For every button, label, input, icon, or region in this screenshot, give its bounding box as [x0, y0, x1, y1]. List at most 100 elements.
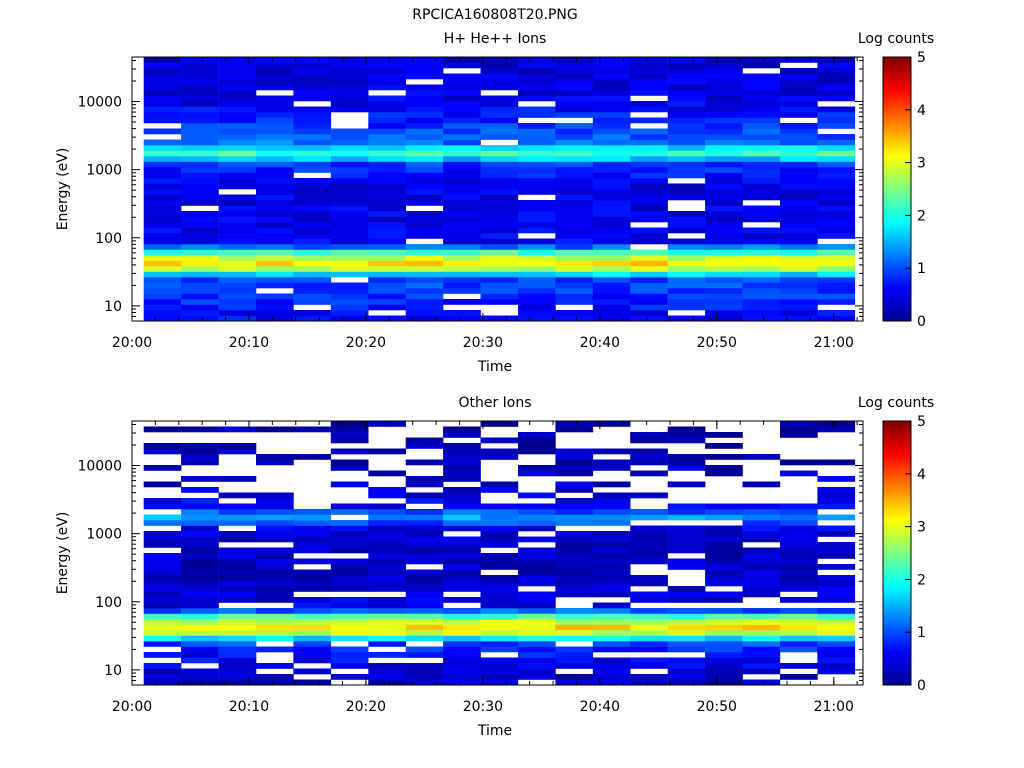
heatmap-cell: [555, 674, 594, 680]
heatmap-cell: [592, 536, 631, 543]
heatmap-cell: [218, 646, 257, 653]
heatmap-cell: [817, 249, 856, 256]
heatmap-cell: [368, 619, 406, 625]
heatmap-cell: [742, 553, 781, 559]
heatmap-cell: [405, 597, 444, 603]
heatmap-cell: [368, 668, 406, 675]
heatmap-cell: [555, 200, 594, 206]
heatmap-cell: [817, 266, 856, 272]
heatmap-cell: [555, 178, 594, 184]
heatmap-cell: [592, 260, 631, 267]
heatmap-cell: [368, 470, 406, 477]
heatmap-cell: [368, 564, 406, 570]
heatmap-cell: [780, 194, 818, 201]
heatmap-cell: [592, 315, 631, 322]
heatmap-cell: [667, 657, 706, 664]
heatmap-cell: [780, 244, 818, 250]
y-tick-label: 100: [95, 231, 122, 247]
heatmap-cell: [742, 117, 781, 124]
heatmap-cell: [368, 112, 406, 118]
heatmap-cell: [368, 211, 406, 217]
heatmap-cell: [143, 569, 182, 576]
heatmap-cell: [143, 531, 182, 537]
heatmap-cell: [443, 597, 481, 603]
heatmap-cell: [181, 503, 219, 510]
heatmap-cell: [518, 646, 556, 653]
heatmap-cell: [518, 432, 556, 438]
heatmap-cell: [705, 277, 743, 283]
heatmap-cell: [780, 619, 818, 625]
heatmap-cell: [143, 613, 182, 620]
heatmap-cell: [480, 509, 519, 515]
heatmap-cell: [330, 426, 369, 433]
heatmap-cell: [817, 492, 856, 499]
heatmap-cell: [630, 161, 668, 168]
heatmap-cell: [592, 591, 631, 598]
heatmap-cell: [518, 602, 556, 609]
heatmap-cell: [630, 454, 668, 460]
heatmap-cell: [592, 492, 631, 499]
heatmap-cell: [256, 509, 294, 515]
heatmap-cell: [293, 90, 332, 96]
heatmap-cell: [143, 271, 182, 278]
heatmap-cell: [181, 123, 219, 129]
heatmap-cell: [742, 580, 781, 587]
heatmap-cell: [218, 73, 257, 80]
heatmap-cell: [293, 161, 332, 168]
heatmap-cell: [667, 432, 706, 438]
heatmap-cell: [218, 139, 257, 146]
heatmap-cell: [817, 542, 856, 548]
heatmap-cell: [330, 271, 369, 278]
heatmap-cell: [218, 569, 257, 576]
heatmap-cell: [330, 630, 369, 636]
heatmap-cell: [480, 150, 519, 157]
heatmap-cell: [592, 194, 631, 201]
heatmap-cell: [405, 569, 444, 576]
heatmap-cell: [181, 194, 219, 201]
colorbar-tick-label: 3: [917, 156, 926, 172]
heatmap-cell: [256, 68, 294, 74]
heatmap-cell: [630, 200, 668, 206]
heatmap-cell: [368, 536, 406, 543]
heatmap-cell: [293, 293, 332, 300]
heatmap-cell: [181, 249, 219, 256]
heatmap-cell: [293, 575, 332, 581]
heatmap-cell: [518, 668, 556, 675]
heatmap-cell: [256, 547, 294, 554]
heatmap-cell: [555, 646, 594, 653]
heatmap-cell: [443, 613, 481, 620]
heatmap-cell: [780, 266, 818, 272]
heatmap-cell: [817, 150, 856, 157]
heatmap-cell: [293, 520, 332, 526]
heatmap-cell: [256, 492, 294, 499]
heatmap-cell: [443, 79, 481, 85]
heatmap-cell: [256, 167, 294, 173]
heatmap-cell: [443, 299, 481, 305]
heatmap-cell: [368, 194, 406, 201]
heatmap-cell: [780, 580, 818, 587]
heatmap-cell: [330, 310, 369, 316]
heatmap-cell: [667, 84, 706, 91]
heatmap-cell: [480, 641, 519, 647]
heatmap-cell: [817, 106, 856, 113]
heatmap-cell: [330, 172, 369, 179]
heatmap-cell: [592, 167, 631, 173]
heatmap-cell: [480, 145, 519, 151]
heatmap-cell: [630, 205, 668, 212]
heatmap-cell: [330, 216, 369, 223]
heatmap-cell: [181, 602, 219, 609]
heatmap-cell: [555, 95, 594, 102]
heatmap-cell: [817, 503, 856, 510]
heatmap-cell: [518, 172, 556, 179]
spectrogram-cells: [143, 421, 856, 686]
heatmap-cell: [555, 79, 594, 85]
heatmap-cell: [405, 525, 444, 532]
heatmap-cell: [742, 112, 781, 118]
heatmap-cell: [480, 646, 519, 653]
heatmap-cell: [143, 145, 182, 151]
heatmap-cell: [555, 465, 594, 471]
heatmap-cell: [592, 249, 631, 256]
heatmap-cell: [143, 630, 182, 636]
heatmap-cell: [705, 315, 743, 322]
